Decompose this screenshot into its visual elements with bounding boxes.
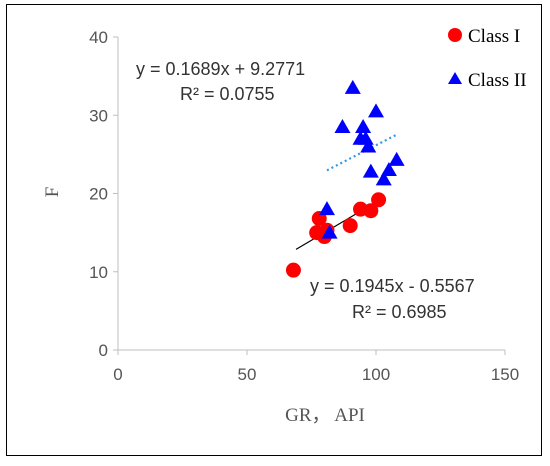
y-tick-label: 10 — [89, 263, 108, 282]
y-tick-label: 0 — [99, 341, 108, 360]
point-class-ii — [318, 201, 335, 216]
y-tick-label: 30 — [89, 106, 108, 125]
legend-label-class-ii: Class II — [468, 70, 527, 91]
y-tick-label: 20 — [89, 185, 108, 204]
point-class-ii — [362, 163, 379, 178]
x-tick-label: 150 — [491, 365, 519, 384]
point-class-i — [363, 203, 379, 219]
point-class-ii — [380, 162, 397, 177]
trendline-equation-class-ii: y = 0.1689x + 9.2771 — [136, 59, 305, 79]
x-axis-label: GR， API — [285, 405, 365, 426]
axes: 0 10 20 30 40 0 50 100 150 — [89, 28, 519, 384]
y-tick-label: 40 — [89, 28, 108, 47]
trendline-series-2 — [326, 133, 398, 172]
x-tick-label: 100 — [362, 365, 390, 384]
trendline-r2-class-ii: R² = 0.0755 — [180, 84, 275, 104]
trendline-equation-class-i: y = 0.1945x - 0.5567 — [310, 276, 475, 296]
legend-marker-class-i — [448, 28, 462, 42]
legend-marker-class-ii — [448, 72, 462, 84]
point-class-ii — [375, 171, 392, 186]
point-class-ii — [344, 79, 361, 94]
y-axis-label: F — [42, 187, 63, 198]
point-class-ii — [388, 151, 405, 166]
point-class-i — [371, 192, 387, 208]
point-class-ii — [355, 118, 372, 133]
trendline-r2-class-i: R² = 0.6985 — [352, 302, 447, 322]
point-class-ii — [334, 118, 351, 133]
legend-label-class-i: Class I — [468, 26, 520, 47]
x-tick-label: 0 — [113, 365, 122, 384]
point-class-i — [342, 218, 358, 234]
data-points — [285, 79, 405, 278]
point-class-i — [285, 262, 301, 278]
point-class-ii — [321, 224, 338, 239]
x-tick-label: 50 — [238, 365, 257, 384]
legend: Class I Class II — [448, 26, 527, 91]
point-class-ii — [368, 103, 384, 118]
point-class-ii — [360, 138, 377, 153]
